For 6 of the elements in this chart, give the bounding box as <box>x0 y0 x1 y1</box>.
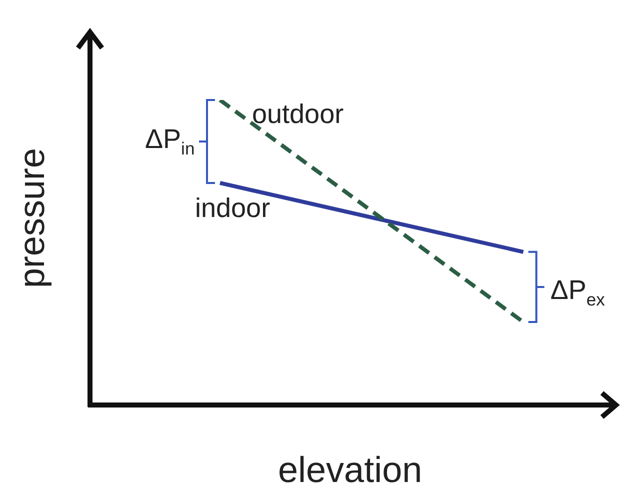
series-label: indoor <box>195 193 270 224</box>
series-label: outdoor <box>252 98 344 130</box>
annotation: ΔP$_{in}$ <box>145 124 195 160</box>
y-axis-title: pressure <box>11 147 54 288</box>
annotation: ΔP$_{ex}$ <box>550 275 605 311</box>
x-axis-title: elevation <box>278 449 422 491</box>
